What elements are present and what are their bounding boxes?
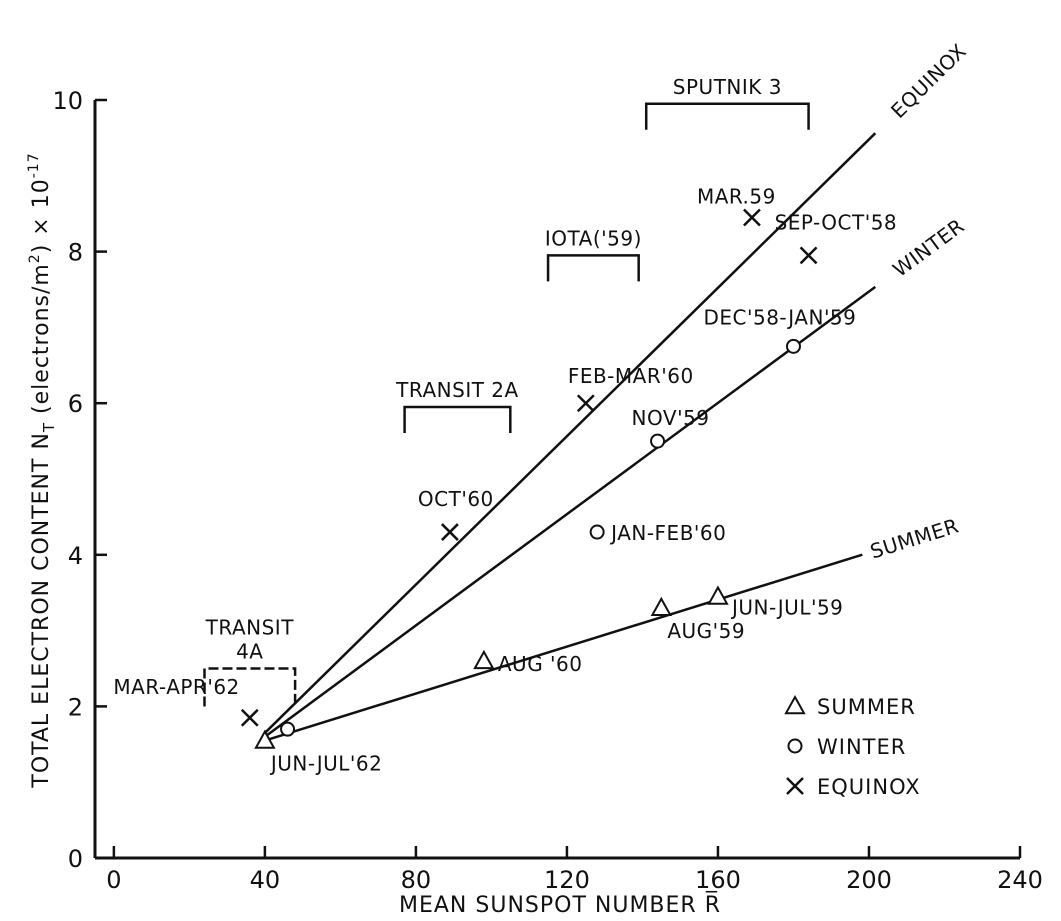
data-point-equinox xyxy=(743,208,761,227)
y-tick-label: 2 xyxy=(68,693,83,721)
marker-stroke xyxy=(240,708,259,727)
point-label: JUN-JUL'59 xyxy=(730,595,843,619)
axes xyxy=(93,100,1020,860)
data-point-winter xyxy=(785,338,801,354)
y-axis-label-group: TOTAL ELECTRON CONTENT NT (electrons/m2)… xyxy=(26,152,58,788)
x-tick-label: 200 xyxy=(846,866,892,894)
x-tick-label: 240 xyxy=(997,866,1043,894)
y-tick-label: 10 xyxy=(52,87,83,115)
y-axis-label-units-sup: 2 xyxy=(27,253,43,263)
trend-line-label: EQUINOX xyxy=(886,39,971,123)
data-point-winter xyxy=(280,721,296,737)
marker-stroke xyxy=(576,394,595,413)
y-axis-label-units: (electrons/m xyxy=(29,263,54,422)
trend-line-label: WINTER xyxy=(888,214,969,282)
point-label: SEP-OCT'58 xyxy=(775,210,898,234)
data-point-equinox xyxy=(576,394,595,413)
point-label: JUN-JUL'62 xyxy=(269,752,382,776)
marker-stroke xyxy=(743,208,761,227)
trend-lines: EQUINOX WINTER SUMMER xyxy=(264,39,971,742)
marker-stroke xyxy=(441,523,459,541)
y-tick-label: 0 xyxy=(68,845,83,873)
trend-line xyxy=(264,285,877,738)
trend-line xyxy=(264,132,877,734)
data-point-summer xyxy=(784,694,806,715)
point-label: MAR.59 xyxy=(697,184,776,208)
satellite-range-label: IOTA('59) xyxy=(545,226,642,250)
y-axis-label-sub: T xyxy=(40,422,58,433)
y-tick-label: 6 xyxy=(68,390,83,418)
ticks: 0 40 80 120 160 200 240 0 2 4 6 8 10 xyxy=(52,87,1042,894)
legend: SUMMER WINTER EQUINOX xyxy=(784,694,921,799)
data-point-winter xyxy=(787,738,803,754)
y-axis-label-main: TOTAL ELECTRON CONTENT N xyxy=(29,432,54,789)
data-points xyxy=(240,208,818,749)
x-tick-label: 80 xyxy=(401,866,432,894)
y-axis-label-units-close: ) × 10 xyxy=(29,178,54,253)
data-point-summer xyxy=(650,596,673,617)
x-axis-label: MEAN SUNSPOT NUMBER R̅ xyxy=(399,891,721,918)
satellite-range-bracket xyxy=(203,667,297,707)
data-point-equinox xyxy=(240,708,259,727)
point-label: MAR-APR'62 xyxy=(113,675,239,699)
marker-stroke xyxy=(786,777,804,795)
satellite-range-label: SPUTNIK 3 xyxy=(673,75,782,99)
legend-entry-label: SUMMER xyxy=(817,695,916,719)
data-point-equinox xyxy=(786,777,804,795)
legend-entry-label: EQUINOX xyxy=(817,775,921,799)
point-label: AUG '60 xyxy=(498,652,583,676)
marker-stroke xyxy=(799,246,818,265)
point-label: DEC'58-JAN'59 xyxy=(703,305,856,329)
satellite-range-label: 4A xyxy=(236,640,263,664)
y-axis-label-exp: -17 xyxy=(26,152,42,178)
x-tick-label: 40 xyxy=(250,866,281,894)
satellite-range-bracket xyxy=(644,102,810,130)
trend-line-label: SUMMER xyxy=(867,513,961,563)
satellite-range-bracket xyxy=(546,254,640,282)
satellite-range-bracket xyxy=(403,405,512,433)
legend-entry-label: WINTER xyxy=(817,735,906,759)
point-label: FEB-MAR'60 xyxy=(568,364,694,388)
data-point-equinox xyxy=(799,246,818,265)
data-point-winter xyxy=(589,524,605,540)
point-label: NOV'59 xyxy=(632,406,710,430)
y-axis-label: TOTAL ELECTRON CONTENT NT (electrons/m2)… xyxy=(26,152,58,788)
point-label: OCT'60 xyxy=(418,487,494,511)
satellite-range-label: TRANSIT 2A xyxy=(395,378,519,402)
y-tick-label: 8 xyxy=(68,239,83,267)
point-label: JAN-FEB'60 xyxy=(609,521,726,545)
data-point-summer xyxy=(473,649,495,670)
data-point-summer xyxy=(254,729,276,749)
data-point-equinox xyxy=(441,523,459,541)
x-tick-label: 0 xyxy=(106,866,121,894)
y-tick-label: 4 xyxy=(68,542,83,570)
x-tick-label: 160 xyxy=(695,866,741,894)
trend-line xyxy=(264,553,863,742)
data-point-summer xyxy=(707,585,729,605)
data-point-winter xyxy=(650,433,666,449)
x-tick-label: 120 xyxy=(544,866,590,894)
satellite-range-label: TRANSIT xyxy=(205,616,295,640)
point-label: AUG'59 xyxy=(667,619,745,643)
